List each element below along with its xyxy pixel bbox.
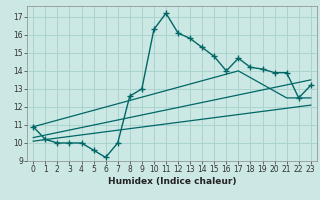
X-axis label: Humidex (Indice chaleur): Humidex (Indice chaleur) (108, 177, 236, 186)
